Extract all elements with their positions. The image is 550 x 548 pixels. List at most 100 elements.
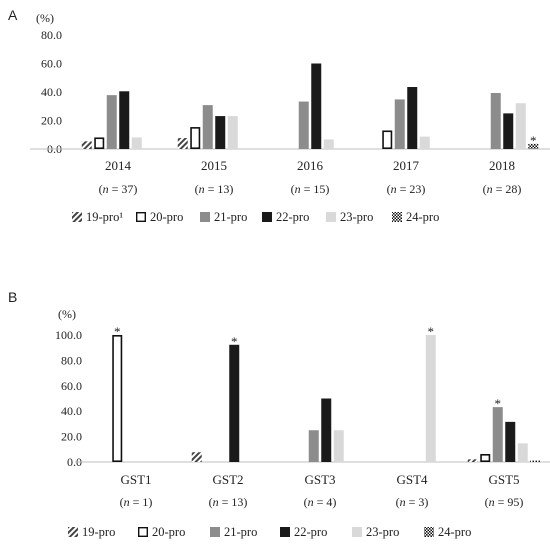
- panel-a-bar-22-pro-2014: [119, 91, 130, 149]
- panel-a-bar-20-pro-2015: [190, 127, 201, 150]
- panel-b-bar-24-pro-GST5: [530, 460, 541, 462]
- panel-a-bar-21-pro-2018: [490, 92, 501, 149]
- panel-a-bar-21-pro-2017: [394, 99, 405, 149]
- panel-b-bar-23-pro-GST3: [333, 430, 344, 462]
- panel-a-legend-label-22-pro: 22-pro: [276, 210, 309, 224]
- panel-a-y-tick-label: 20.0: [41, 114, 62, 128]
- panel-a-bar-22-pro-2017: [407, 87, 418, 149]
- panel-b-bar-22-pro-GST2: [229, 344, 240, 462]
- panel-a-unit-label: (%): [36, 11, 54, 25]
- panel-a-bar-23-pro-2017: [419, 136, 430, 149]
- panel-a-bar-22-pro-2015: [215, 116, 226, 149]
- panel-b-legend-label-19-pro: 19-pro: [82, 525, 115, 539]
- panel-a-bar-22-pro-2018: [503, 113, 514, 149]
- panel-b-significance-asterisk: *: [428, 324, 435, 339]
- panel-a-legend-label-19-pro: 19-pro¹: [86, 210, 123, 224]
- panel-a-bar-20-pro-2014: [94, 137, 105, 150]
- panel-a-bar-22-pro-2016: [311, 63, 322, 149]
- panel-b-bar-19-pro-GST2: [191, 452, 202, 462]
- panel-b-y-tick-label: 100.0: [55, 328, 82, 342]
- panel-b-legend-label-21-pro: 21-pro: [224, 525, 257, 539]
- panel-a-legend-swatch-21-pro: [200, 212, 210, 222]
- panel-b-sample-size-label: (n = 13): [209, 495, 248, 509]
- panel-b-legend-swatch-24-pro: [424, 527, 434, 537]
- panel-a-bar-23-pro-2015: [227, 116, 238, 149]
- panel-a-y-tick-label: 60.0: [41, 57, 62, 71]
- panel-a-legend-swatch-24-pro: [392, 212, 402, 222]
- panel-b-bar-19-pro-GST5: [467, 459, 478, 462]
- panel-b-bar-21-pro-GST3: [308, 430, 319, 462]
- panel-a-sample-size-label: (n = 15): [291, 182, 330, 196]
- panel-a-bar-20-pro-2017: [382, 130, 393, 149]
- panel-a-bar-24-pro-2018: [528, 143, 539, 149]
- panel-b-y-tick-label: 40.0: [61, 404, 82, 418]
- panel-a-category-label: 2014: [105, 158, 132, 173]
- panel-b-category-label: GST4: [396, 472, 428, 487]
- panel-b-legend-swatch-22-pro: [280, 527, 290, 537]
- panel-a-significance-asterisk: *: [530, 133, 537, 148]
- panel-b-significance-asterisk: *: [231, 334, 238, 349]
- panel-b-bar-23-pro-GST4: [425, 335, 436, 462]
- panel-b-legend-swatch-20-pro: [137, 527, 148, 538]
- panel-a-category-label: 2018: [489, 158, 515, 173]
- panel-b-category-label: GST3: [304, 472, 335, 487]
- panel-a-sample-size-label: (n = 37): [99, 182, 138, 196]
- panel-b-unit-label: (%): [58, 307, 76, 321]
- panel-a-legend-label-23-pro: 23-pro: [340, 210, 373, 224]
- panel-a-sample-size-label: (n = 23): [387, 182, 426, 196]
- panel-b-y-tick-label: 20.0: [61, 430, 82, 444]
- panel-a-legend-swatch-19-pro: [72, 212, 82, 222]
- panel-b-y-tick-label: 80.0: [61, 353, 82, 367]
- panel-b-legend-swatch-19-pro: [68, 527, 78, 537]
- panel-b-significance-asterisk: *: [495, 396, 502, 411]
- panel-a-y-tick-label: 40.0: [41, 85, 62, 99]
- panel-a-legend-swatch-23-pro: [326, 212, 336, 222]
- panel-b-bar-20-pro-GST1: [112, 334, 123, 462]
- panel-b-legend-label-24-pro: 24-pro: [438, 525, 471, 539]
- panel-a-bar-19-pro-2015: [177, 138, 188, 149]
- panel-a-bar-21-pro-2014: [106, 95, 117, 149]
- panel-b-legend-swatch-21-pro: [210, 527, 220, 537]
- panel-a-category-label: 2015: [201, 158, 227, 173]
- panel-a-legend-label-24-pro: 24-pro: [406, 210, 439, 224]
- panel-b-category-label: GST5: [488, 472, 519, 487]
- panel-a-legend-label-21-pro: 21-pro: [214, 210, 247, 224]
- panel-b-y-tick-label: 0.0: [67, 455, 82, 469]
- panel-b-bar-21-pro-GST5: [492, 407, 503, 462]
- panel-b-bar-22-pro-GST5: [505, 421, 516, 462]
- panel-b-sample-size-label: (n = 3): [396, 495, 429, 509]
- panel-b-label: B: [8, 289, 17, 305]
- panel-b-sample-size-label: (n = 1): [120, 495, 153, 509]
- panel-b-bar-20-pro-GST5: [480, 453, 491, 463]
- panel-a-category-label: 2016: [297, 158, 324, 173]
- panel-b-y-tick-label: 60.0: [61, 379, 82, 393]
- panel-b-category-label: GST1: [120, 472, 151, 487]
- panel-b-legend-label-23-pro: 23-pro: [366, 525, 399, 539]
- panel-a-legend-label-20-pro: 20-pro: [150, 210, 183, 224]
- panel-a-bar-19-pro-2014: [81, 141, 92, 149]
- panel-b-sample-size-label: (n = 95): [485, 495, 524, 509]
- panel-b-sample-size-label: (n = 4): [304, 495, 337, 509]
- panel-a-bar-23-pro-2018: [515, 103, 526, 149]
- panel-a-y-tick-label: 80.0: [41, 28, 62, 42]
- panel-b-category-label: GST2: [212, 472, 243, 487]
- panel-b-legend-swatch-23-pro: [352, 527, 362, 537]
- panel-a-bar-21-pro-2015: [202, 105, 213, 149]
- panel-a-legend-swatch-22-pro: [262, 212, 272, 222]
- panel-a-bar-21-pro-2016: [298, 101, 309, 149]
- panel-a-category-label: 2017: [393, 158, 420, 173]
- panel-a-bar-23-pro-2014: [131, 137, 142, 149]
- panel-a-label: A: [8, 7, 18, 23]
- panel-a-sample-size-label: (n = 13): [195, 182, 234, 196]
- panel-b-bar-23-pro-GST5: [517, 443, 528, 462]
- panel-b-legend-label-22-pro: 22-pro: [294, 525, 327, 539]
- panel-b-significance-asterisk: *: [114, 324, 121, 339]
- panel-b-bar-22-pro-GST3: [321, 398, 332, 462]
- panel-a-sample-size-label: (n = 28): [483, 182, 522, 196]
- panel-b-legend-label-20-pro: 20-pro: [152, 525, 185, 539]
- panel-a-legend-swatch-20-pro: [135, 211, 146, 222]
- chart-panel-b: 0.0 20.0 40.0 60.0 80.0 100.0 GST1 (n = 1) GST2 (…: [55, 324, 550, 539]
- panel-a-bar-23-pro-2016: [323, 139, 334, 149]
